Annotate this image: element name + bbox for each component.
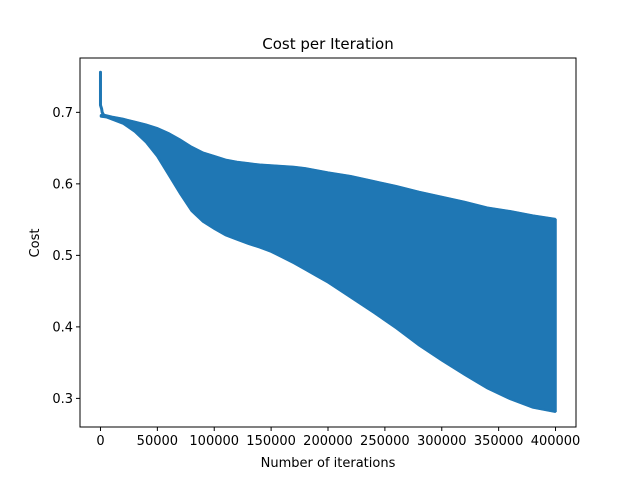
x-tick-label: 350000 bbox=[474, 434, 524, 449]
y-tick-label: 0.3 bbox=[52, 392, 73, 407]
x-tick-label: 400000 bbox=[531, 434, 581, 449]
x-tick-label: 200000 bbox=[303, 434, 353, 449]
y-axis-label: Cost bbox=[28, 229, 43, 258]
x-axis-label: Number of iterations bbox=[261, 456, 396, 471]
y-tick-label: 0.4 bbox=[52, 320, 73, 335]
axes: 0 50000 100000 150000 200000 250000 300000 3500… bbox=[52, 57, 581, 449]
x-tick-label: 0 bbox=[96, 434, 104, 449]
x-tick-label: 50000 bbox=[137, 434, 178, 449]
y-tick-label: 0.6 bbox=[52, 177, 73, 192]
cost-upper-envelope bbox=[100, 113, 556, 220]
cost-lower-envelope bbox=[100, 115, 556, 413]
x-tick-label: 150000 bbox=[246, 434, 296, 449]
x-tick-label: 100000 bbox=[189, 434, 239, 449]
y-tick-label: 0.5 bbox=[52, 249, 73, 264]
plot-area bbox=[98, 70, 557, 413]
chart-title: Cost per Iteration bbox=[262, 35, 393, 53]
y-tick-label: 0.7 bbox=[52, 106, 73, 121]
cost-initial-spike bbox=[98, 70, 105, 116]
x-tick-label: 250000 bbox=[360, 434, 410, 449]
x-tick-label: 300000 bbox=[417, 434, 467, 449]
